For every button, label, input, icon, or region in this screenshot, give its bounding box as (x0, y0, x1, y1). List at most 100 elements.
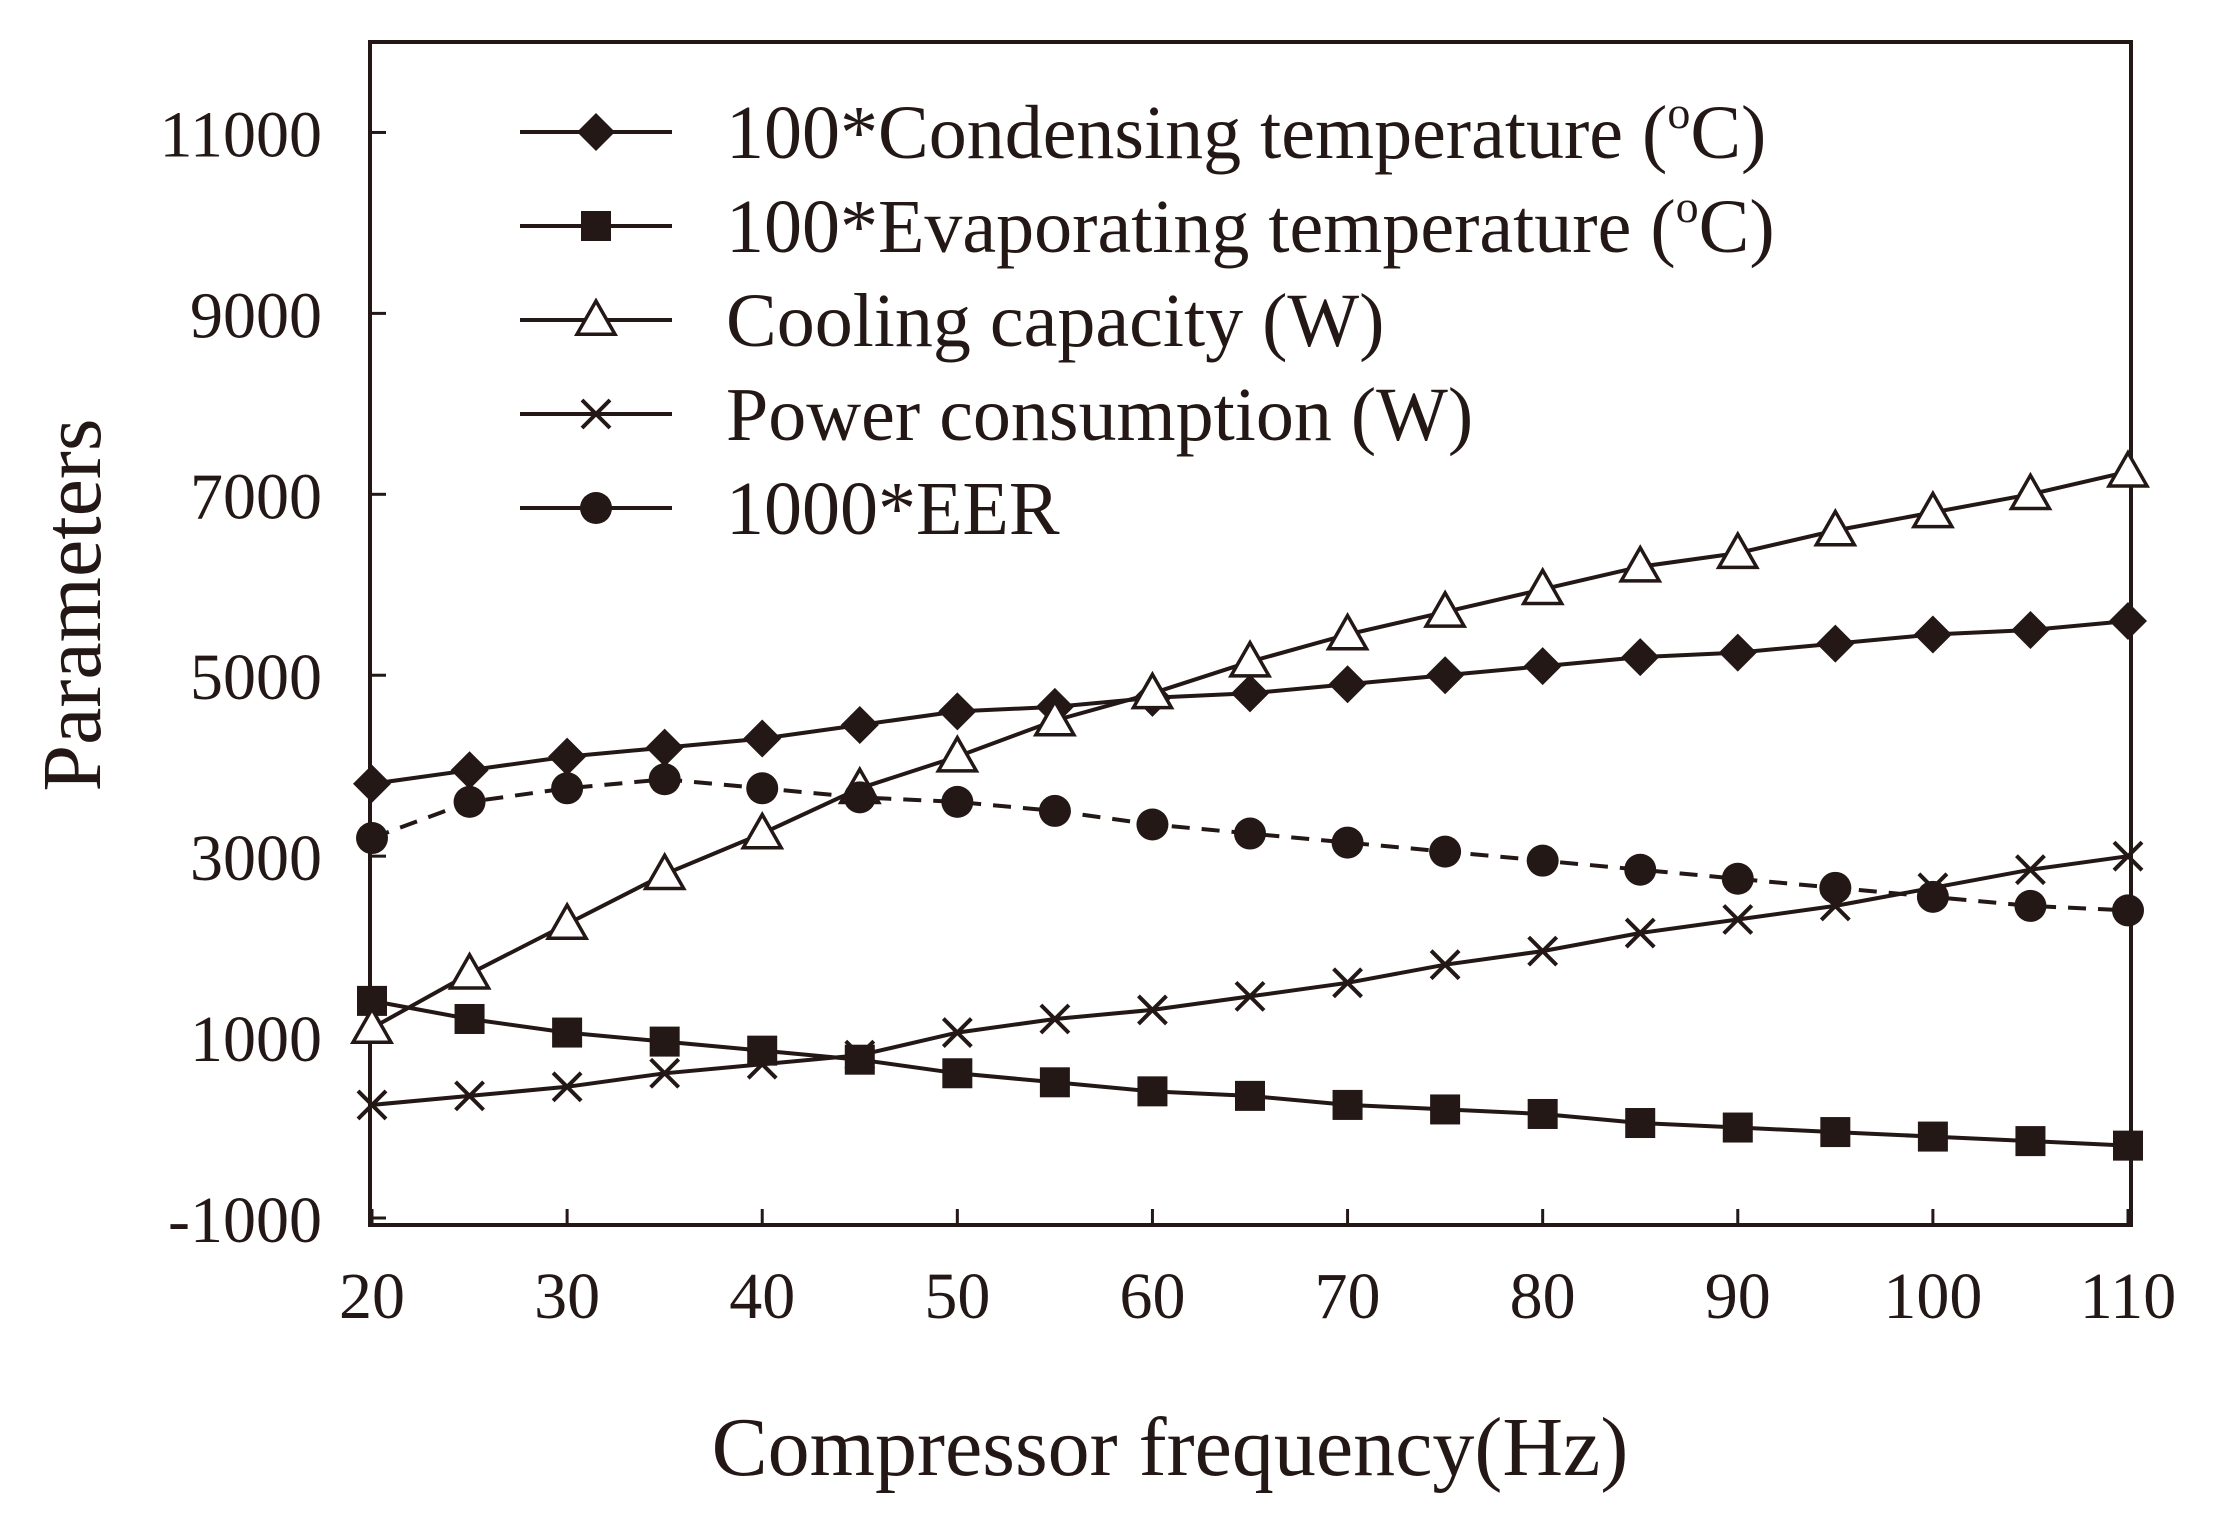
data-point (1816, 624, 1855, 663)
data-point (1916, 880, 1949, 913)
data-point (746, 772, 779, 805)
data-point (1913, 615, 1952, 654)
data-point (1718, 633, 1757, 672)
data-point (1527, 935, 1559, 967)
series-2 (357, 985, 2143, 1161)
data-point (1625, 1108, 1656, 1139)
data-point (1234, 817, 1266, 850)
x-tick-label: 60 (1119, 1260, 1185, 1333)
legend-entry: 100*Evaporating temperature (oC) (520, 181, 1775, 269)
data-point (843, 781, 876, 814)
data-point (642, 851, 687, 891)
x-tick-label: 20 (339, 1260, 405, 1333)
data-point (1722, 1112, 1753, 1143)
data-point (1234, 980, 1266, 1012)
series-4 (356, 840, 2144, 1121)
y-tick-label: -1000 (168, 1184, 322, 1257)
data-point (2105, 449, 2151, 488)
data-point (740, 811, 785, 850)
data-point (1227, 639, 1273, 678)
legend-label: 1000*EER (726, 467, 1060, 551)
data-point (1526, 844, 1559, 877)
data-point (356, 1089, 388, 1121)
data-point (1331, 826, 1364, 859)
data-point (2112, 894, 2144, 927)
data-point (353, 764, 391, 803)
data-point (844, 1039, 876, 1071)
data-point (1520, 566, 1565, 606)
data-point (1429, 949, 1461, 981)
x-tick-label: 90 (1705, 1260, 1771, 1333)
legend-label: Cooling capacity (W) (726, 279, 1384, 363)
data-point (935, 734, 980, 773)
y-axis: -1000 1000 3000 5000 7000 9000 11000 (159, 98, 386, 1257)
data-point (941, 785, 974, 818)
data-point (840, 705, 879, 744)
data-point (1430, 1094, 1461, 1125)
data-point (648, 763, 681, 796)
data-point (844, 1044, 875, 1075)
data-point (1621, 638, 1660, 677)
data-point (1722, 904, 1754, 935)
legend-marker (573, 297, 619, 336)
data-point (548, 737, 587, 776)
legend-entry: Power consumption (W) (520, 373, 1473, 457)
data-point (1527, 1098, 1558, 1129)
data-point (356, 822, 388, 855)
data-point (649, 1026, 680, 1057)
series-5 (356, 763, 2144, 927)
data-point (1137, 1076, 1168, 1107)
x-axis: 20 30 40 50 60 70 80 90 100 110 (339, 1209, 2176, 1333)
data-point (552, 1017, 583, 1048)
data-point (1624, 853, 1657, 886)
data-point (645, 728, 684, 767)
legend: 100*Condensing temperature (oC)100*Evapo… (520, 87, 1775, 551)
y-tick-label: 3000 (190, 822, 322, 895)
data-point (1328, 665, 1367, 704)
legend-marker (581, 211, 611, 241)
data-point (2011, 611, 2050, 649)
data-point (2008, 471, 2053, 511)
data-point (1332, 1089, 1363, 1120)
data-point (1039, 1067, 1070, 1098)
y-tick-label: 11000 (159, 98, 322, 171)
y-axis-title: Parameters (26, 418, 119, 791)
data-point (454, 1080, 485, 1112)
data-point (1624, 917, 1656, 949)
data-point (453, 785, 486, 818)
data-point (1820, 1117, 1851, 1148)
data-point (1136, 808, 1169, 841)
legend-entry: Cooling capacity (W) (520, 279, 1384, 363)
data-point (1137, 994, 1168, 1026)
data-point (349, 1005, 395, 1045)
legend-entry: 1000*EER (520, 467, 1060, 551)
data-point (551, 772, 584, 805)
data-point (2014, 889, 2047, 922)
data-point (1032, 697, 1077, 737)
data-point (2015, 854, 2046, 886)
data-point (1813, 507, 1858, 547)
data-point (1523, 647, 1562, 686)
data-point (545, 901, 590, 940)
data-point (938, 692, 977, 731)
series-layer (349, 449, 2151, 1161)
data-point (454, 1003, 485, 1034)
data-point (942, 1058, 973, 1089)
data-point (743, 719, 782, 758)
data-point (551, 1071, 583, 1103)
data-point (649, 1057, 681, 1089)
legend-label: Power consumption (W) (726, 373, 1473, 457)
x-axis-title: Compressor frequency(Hz) (712, 1401, 1629, 1494)
y-tick-label: 7000 (190, 460, 322, 533)
data-point (1231, 674, 1269, 713)
data-point (1325, 611, 1370, 651)
data-point (447, 951, 492, 990)
data-point (1910, 489, 1955, 529)
y-tick-label: 1000 (190, 1003, 322, 1076)
data-point (1715, 530, 1760, 570)
x-tick-label: 80 (1510, 1260, 1576, 1333)
x-tick-label: 70 (1315, 1260, 1381, 1333)
data-point (746, 1048, 778, 1080)
